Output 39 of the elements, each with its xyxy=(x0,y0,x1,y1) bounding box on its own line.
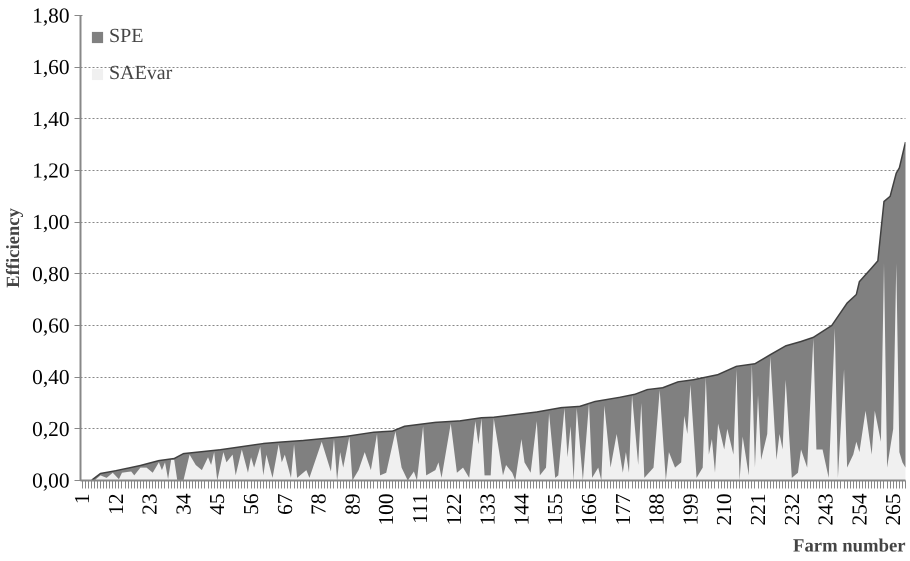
x-tick-label: 89 xyxy=(340,494,364,515)
y-tick-label: 0,00 xyxy=(32,468,70,492)
x-tick-label: 254 xyxy=(847,493,872,526)
y-tick-label: 1,40 xyxy=(32,106,70,131)
x-tick-label: 1 xyxy=(70,493,94,504)
y-tick-label: 0,40 xyxy=(32,365,70,390)
x-tick-label: 122 xyxy=(442,493,466,526)
x-tick-label: 221 xyxy=(746,493,770,526)
y-tick-label: 0,60 xyxy=(32,314,70,338)
x-tick-label: 12 xyxy=(104,494,128,515)
x-tick-label: 188 xyxy=(644,493,669,526)
x-tick-label: 133 xyxy=(476,493,500,526)
x-tick-label: 177 xyxy=(610,493,635,526)
x-tick-label: 67 xyxy=(272,493,297,515)
x-tick-label: 111 xyxy=(408,493,432,524)
x-tick-label: 56 xyxy=(239,493,264,515)
x-tick-label: 243 xyxy=(814,493,838,526)
x-axis-title: Farm number xyxy=(793,536,906,556)
y-tick-label: 1,60 xyxy=(32,55,70,80)
y-tick-label: 1,00 xyxy=(32,210,70,234)
x-tick-label: 166 xyxy=(577,493,602,526)
y-tick-label: 1,20 xyxy=(32,158,70,182)
legend-label: SAEvar xyxy=(109,62,172,85)
x-tick-label: 100 xyxy=(374,493,398,526)
x-tick-label: 34 xyxy=(171,493,196,515)
x-tick-label: 45 xyxy=(205,494,230,515)
x-tick-label: 265 xyxy=(881,493,906,526)
x-tick-label: 23 xyxy=(138,494,162,515)
y-tick-label: 1,80 xyxy=(32,4,70,28)
x-tick-label: 232 xyxy=(780,493,804,526)
y-tick-label: 0,80 xyxy=(32,262,70,286)
x-tick-label: 78 xyxy=(306,494,331,515)
y-axis-title: Efficiency xyxy=(3,207,24,288)
x-tick-label: 155 xyxy=(543,493,568,526)
x-tick-label: 144 xyxy=(509,493,534,526)
x-tick-label: 210 xyxy=(712,493,736,526)
x-tick-label: 199 xyxy=(678,493,702,526)
y-tick-label: 0,20 xyxy=(32,416,70,441)
legend-label: SPE xyxy=(109,25,144,48)
